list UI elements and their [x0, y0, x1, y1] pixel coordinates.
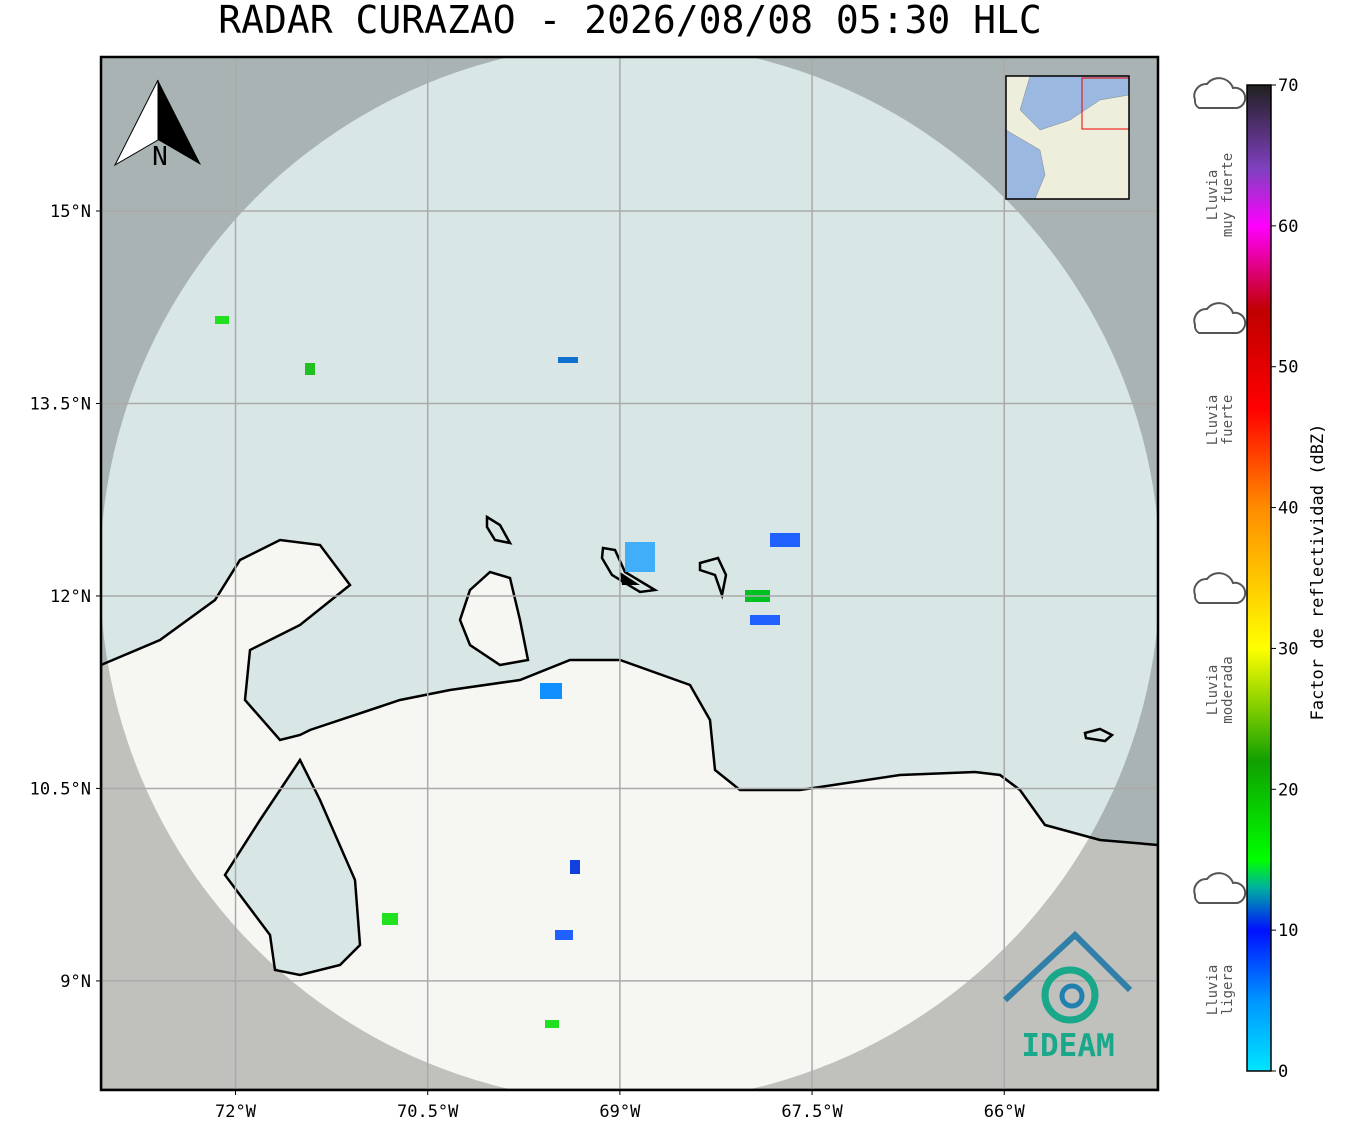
lon-tick-label: 72°W — [215, 1102, 257, 1122]
lat-tick-label: 15°N — [50, 202, 91, 222]
colorbar-tick-label: 60 — [1278, 217, 1298, 237]
lon-tick-label: 70.5°W — [397, 1102, 459, 1122]
lat-tick-label: 12°N — [50, 587, 91, 607]
mainland — [101, 538, 1158, 1090]
rain-level: Lluvia fuerte — [1193, 302, 1247, 446]
rain-label: muy fuerte — [1220, 153, 1236, 237]
radar-site — [620, 572, 640, 585]
lat-tick-label: 9°N — [60, 972, 91, 992]
rain-label: ligera — [1220, 965, 1236, 1016]
cloud-icon — [1193, 77, 1247, 109]
colorbar-tick-label: 30 — [1278, 639, 1298, 659]
lon-tick-label: 67.5°W — [781, 1102, 843, 1122]
ideam-logo: IDEAM — [1002, 930, 1133, 1064]
logo-text: IDEAM — [1021, 1028, 1114, 1064]
rain-label: Lluvia — [1205, 665, 1221, 716]
cloud-icon — [1193, 572, 1247, 604]
colorbar-tick-label: 40 — [1278, 499, 1298, 519]
colorbar-tick-label: 10 — [1278, 921, 1298, 941]
colorbar: Factor de reflectividad (dBZ) 0 10 20 30 40 5… — [1246, 76, 1328, 1082]
cloud-icon — [1193, 872, 1247, 904]
rain-label: Lluvia — [1205, 965, 1221, 1016]
curazao — [600, 546, 659, 594]
title: RADAR CURAZAO - 2026/08/08 05:30 HLC — [218, 0, 1042, 42]
lon-tick-label: 66°W — [984, 1102, 1026, 1122]
grenada-island — [1083, 727, 1115, 743]
lon-tick-label: 69°W — [599, 1102, 641, 1122]
colorbar-tick-label: 0 — [1278, 1062, 1288, 1082]
lat-tick-label: 13.5°N — [30, 394, 91, 414]
colorbar-tick-label: 20 — [1278, 780, 1298, 800]
rain-level: Lluvia muy fuerte — [1193, 77, 1247, 237]
north-label: N — [152, 142, 168, 172]
lake-maracaibo — [223, 757, 362, 977]
radar-echoes — [215, 316, 800, 1028]
colorbar-tick-label: 50 — [1278, 358, 1298, 378]
colorbar-tick-label: 70 — [1278, 76, 1298, 96]
aruba — [485, 514, 513, 545]
bonaire — [698, 556, 728, 600]
north-arrow: N — [113, 79, 201, 172]
rain-label: fuerte — [1220, 395, 1236, 446]
rain-level: Lluvia moderada — [1193, 572, 1247, 724]
cloud-icon — [1193, 302, 1247, 334]
inset-map — [1005, 75, 1130, 200]
colorbar-bar — [1246, 84, 1272, 1072]
lat-tick-label: 10.5°N — [30, 779, 91, 799]
rain-label: moderada — [1220, 656, 1236, 723]
rain-level: Lluvia ligera — [1193, 872, 1247, 1016]
map — [101, 57, 1158, 1090]
rain-label: Lluvia — [1205, 170, 1221, 221]
map-frame — [99, 55, 1160, 1092]
rain-label: Lluvia — [1205, 395, 1221, 446]
colorbar-label: Factor de reflectividad (dBZ) — [1308, 424, 1328, 721]
